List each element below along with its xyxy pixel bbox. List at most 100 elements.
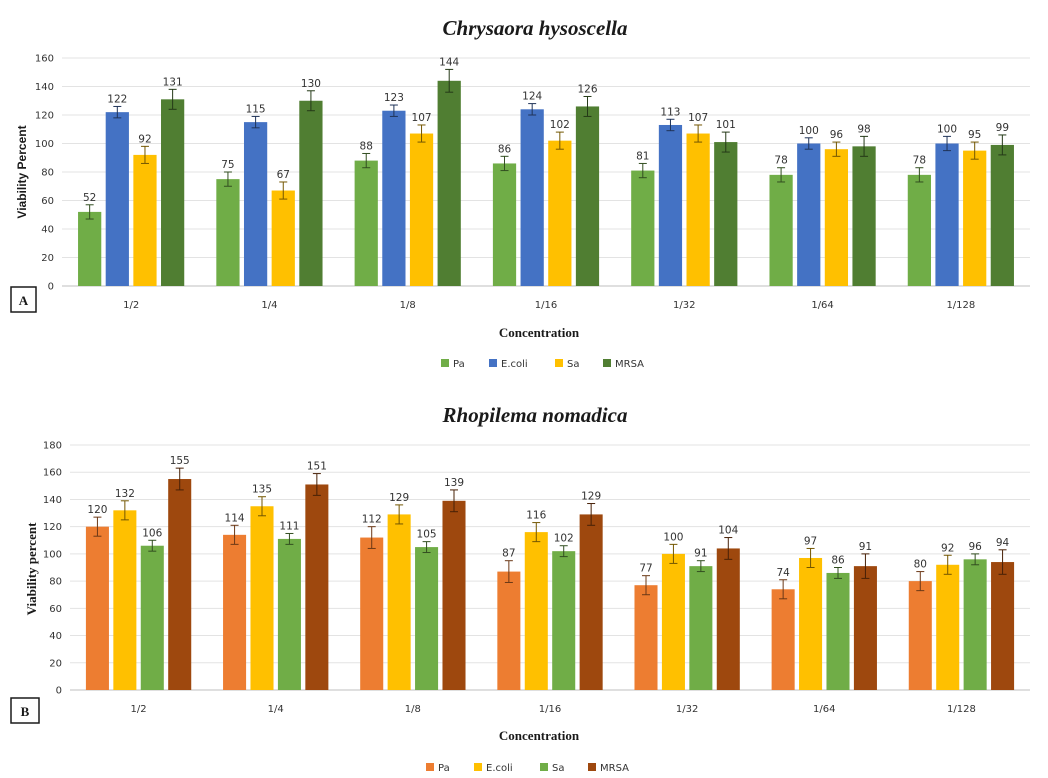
panel-b-data-label-sa: 111 [279, 520, 299, 532]
panel-b-y-tick-label: 0 [56, 686, 62, 697]
panel-a-letter: A [19, 293, 29, 308]
panel-b-x-tick-label: 1/4 [268, 704, 284, 715]
panel-b-bar-sa [277, 538, 301, 690]
panel-a-x-tick-label: 1/4 [261, 300, 277, 311]
panel-a-data-label-mrsa: 130 [301, 78, 321, 90]
panel-a-data-label-pa: 88 [360, 140, 373, 152]
panel-b-bar-mrsa [442, 500, 466, 690]
panel-b-x-axis-title: Concentration [499, 728, 580, 743]
panel-b-data-label-pa: 114 [225, 512, 245, 524]
panel-a-legend-label-e-coli: E.coli [501, 359, 528, 370]
panel-b-letter: B [21, 704, 30, 719]
panel-a-bar-e-coli [935, 143, 959, 286]
panel-b-bar-pa [771, 589, 795, 690]
panel-a-y-tick-label: 40 [41, 225, 54, 236]
panel-a-legend-swatch-e-coli [489, 359, 497, 367]
panel-a-bar-pa [907, 174, 931, 286]
panel-b-bar-sa [689, 566, 713, 690]
panel-a-data-label-mrsa: 101 [716, 119, 736, 131]
panel-a-bar-pa [216, 179, 240, 286]
panel-b-bar-pa [360, 537, 384, 690]
panel-b-data-label-mrsa: 94 [996, 537, 1010, 549]
panel-a-bar-sa [409, 133, 434, 286]
panel-a-x-axis-title: Concentration [499, 325, 580, 340]
panel-a-bar-mrsa [714, 142, 738, 286]
panel-b-legend-swatch-mrsa [588, 763, 596, 771]
panel-b-y-tick-label: 40 [49, 631, 62, 642]
panel-a-bar-mrsa [990, 144, 1014, 286]
panel-b-y-tick-label: 120 [43, 522, 62, 533]
panel-a-bar-sa [548, 140, 572, 286]
panel-b-data-label-pa: 120 [87, 504, 107, 516]
panel-a-letter-box: A [10, 286, 37, 313]
panel-a-bar-mrsa [299, 100, 323, 286]
panel-a-data-label-sa: 107 [688, 112, 708, 124]
panel-b-bar-pa [497, 571, 521, 690]
panel-b-bar-e-coli [524, 532, 548, 690]
panel-b-legend-label-mrsa: MRSA [600, 763, 629, 774]
panel-a-y-tick-label: 120 [35, 111, 54, 122]
panel-b-data-label-sa: 86 [831, 555, 845, 567]
panel-b-x-tick-label: 1/8 [405, 704, 421, 715]
panel-b-y-tick-label: 180 [43, 441, 62, 452]
panel-b-data-label-e-coli: 92 [941, 542, 954, 554]
panel-a-data-label-pa: 86 [498, 143, 512, 155]
panel-a-x-tick-label: 1/128 [946, 300, 975, 311]
panel-a-data-label-mrsa: 144 [439, 56, 459, 68]
panel-a-y-axis-title: Viability Percent [15, 125, 29, 218]
panel-a-data-label-e-coli: 122 [107, 93, 127, 105]
panel-b-bar-sa [415, 547, 439, 690]
panel-b-legend-swatch-pa [426, 763, 434, 771]
panel-a-bar-pa [78, 211, 102, 286]
panel-b-y-tick-label: 140 [43, 495, 62, 506]
panel-a-bar-sa [271, 190, 295, 286]
panel-a-data-label-sa: 95 [968, 129, 981, 141]
panel-b-data-label-mrsa: 155 [170, 455, 190, 467]
panel-a-bar-mrsa [437, 80, 461, 286]
panel-b-data-label-e-coli: 129 [389, 492, 409, 504]
panel-a-bar-pa [354, 160, 378, 286]
panel-a-y-tick-label: 0 [48, 282, 54, 293]
panel-a-data-label-pa: 81 [636, 150, 649, 162]
panel-a-bar-pa [769, 174, 793, 286]
panel-b-bar-sa [826, 572, 850, 690]
panel-a-legend-swatch-mrsa [603, 359, 611, 367]
panel-a-y-tick-label: 140 [35, 82, 54, 93]
panel-a-data-label-e-coli: 100 [937, 123, 957, 135]
panel-a-data-label-sa: 102 [550, 119, 570, 131]
panel-a-bar-mrsa [575, 106, 600, 286]
panel-b-data-label-pa: 74 [776, 567, 790, 579]
panel-b-data-label-sa: 105 [417, 529, 437, 541]
panel-a-data-label-e-coli: 115 [246, 103, 266, 115]
panel-b-bar-e-coli [799, 557, 823, 690]
panel-a-data-label-pa: 78 [774, 155, 787, 167]
panel-b-bar-mrsa [991, 562, 1015, 690]
panel-b-bar-sa [140, 545, 164, 690]
panel-a: Chrysaora hysoscella 0 20 40 60 80 100 120 140 1… [10, 16, 1030, 370]
panel-a-x-tick-label: 1/32 [673, 300, 695, 311]
panel-b-x-tick-label: 1/128 [947, 704, 976, 715]
panel-a-data-label-pa: 78 [913, 155, 926, 167]
panel-b-bar-sa [963, 559, 987, 690]
panel-a-bar-e-coli [520, 109, 544, 286]
panel-b-title: Rhopilema nomadica [442, 403, 628, 427]
panel-a-y-tick-label: 100 [35, 139, 54, 150]
panel-b-data-label-e-coli: 132 [115, 488, 135, 500]
panel-b-data-label-sa: 91 [694, 548, 707, 560]
panel-b-legend: Pa E.coli Sa MRSA [426, 763, 629, 774]
panel-b-y-tick-label: 80 [49, 577, 62, 588]
panel-b-data-label-pa: 112 [362, 514, 382, 526]
panel-b-y-axis-title: Viability percent [24, 522, 39, 615]
panel-a-bar-sa [686, 133, 710, 286]
panel-a-data-label-e-coli: 124 [522, 91, 542, 103]
panel-b-y-tick-label: 20 [49, 658, 62, 669]
panel-a-title: Chrysaora hysoscella [443, 16, 628, 40]
panel-b-bars: 120 132 106 155 114 135 111 151 112 129 105 139 87 11… [85, 455, 1015, 690]
panel-b-bar-pa [85, 526, 109, 690]
panel-b-bar-mrsa [579, 514, 603, 690]
panel-a-data-label-pa: 75 [221, 159, 234, 171]
panel-a-data-label-e-coli: 123 [384, 92, 404, 104]
panel-b-data-label-mrsa: 151 [307, 461, 327, 473]
panel-b-data-label-e-coli: 135 [252, 484, 272, 496]
